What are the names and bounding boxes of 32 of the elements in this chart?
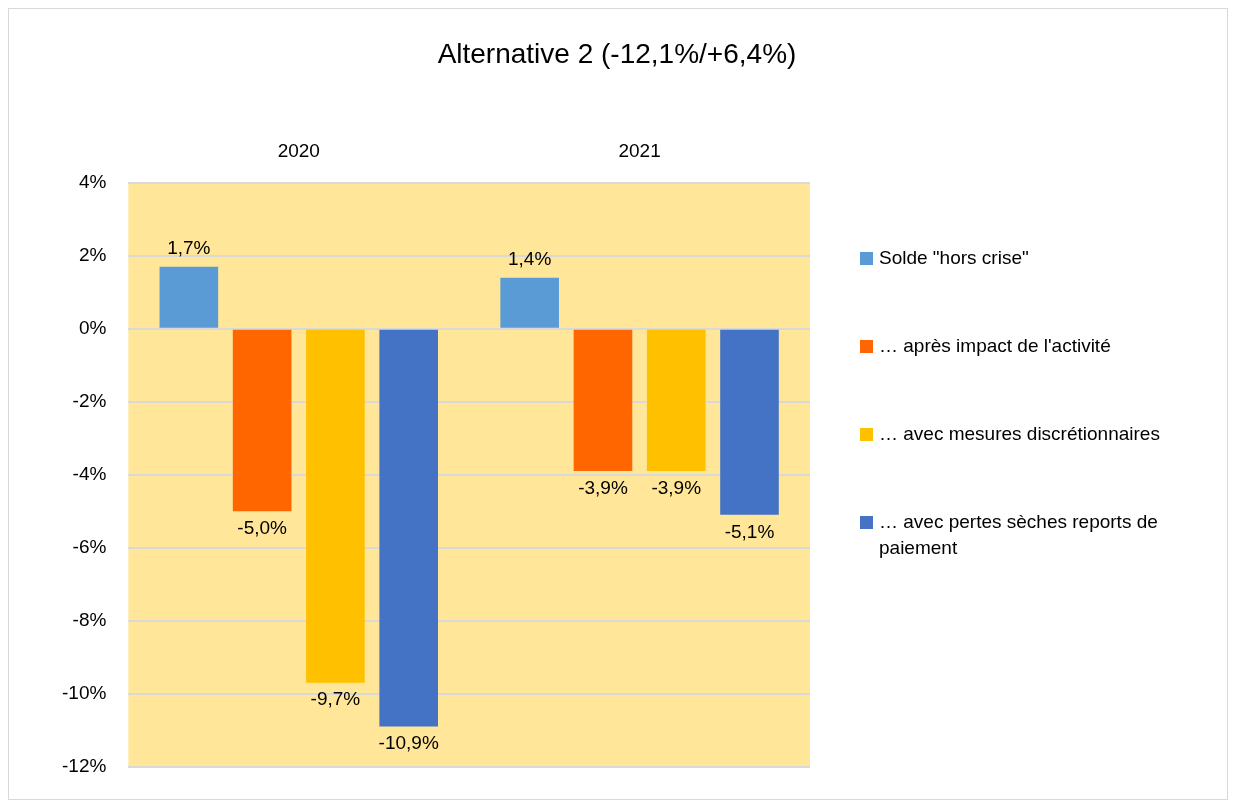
data-label: 1,4%: [508, 248, 552, 270]
bar: [720, 329, 779, 515]
x-tick-label: 2021: [618, 139, 661, 161]
y-tick-label: 0%: [78, 316, 107, 338]
legend-label: Solde "hors crise": [879, 246, 1029, 270]
legend-label: … avec pertes sèches reports de paiement: [879, 510, 1159, 560]
y-tick-label: -4%: [72, 462, 107, 484]
data-label: -3,9%: [651, 476, 702, 498]
bar: [646, 329, 706, 472]
bar: [306, 329, 365, 683]
y-tick-label: -6%: [72, 535, 107, 557]
legend-label: … après impact de l'activité: [879, 334, 1111, 358]
bar: [500, 277, 559, 328]
data-label: 1,7%: [167, 237, 211, 259]
data-label: -5,0%: [237, 516, 288, 538]
y-tick-label: -10%: [62, 681, 107, 703]
bar: [379, 329, 438, 727]
legend-label: … avec mesures discrétionnaires: [879, 422, 1160, 446]
bar: [232, 329, 292, 512]
data-label: -3,9%: [578, 476, 628, 498]
y-tick-label: -8%: [72, 608, 107, 630]
y-tick-label: 4%: [78, 171, 107, 193]
data-label: -9,7%: [310, 688, 361, 710]
y-tick-label: -12%: [62, 754, 107, 776]
data-label: -10,9%: [378, 732, 439, 754]
y-tick-label: -2%: [72, 389, 107, 411]
chart-title: Alternative 2 (-12,1%/+6,4%): [436, 38, 798, 70]
data-label: -5,1%: [724, 520, 775, 542]
bar: [159, 266, 219, 328]
y-tick-label: 2%: [78, 244, 107, 266]
bar: [573, 329, 633, 472]
x-tick-label: 2020: [277, 139, 320, 161]
